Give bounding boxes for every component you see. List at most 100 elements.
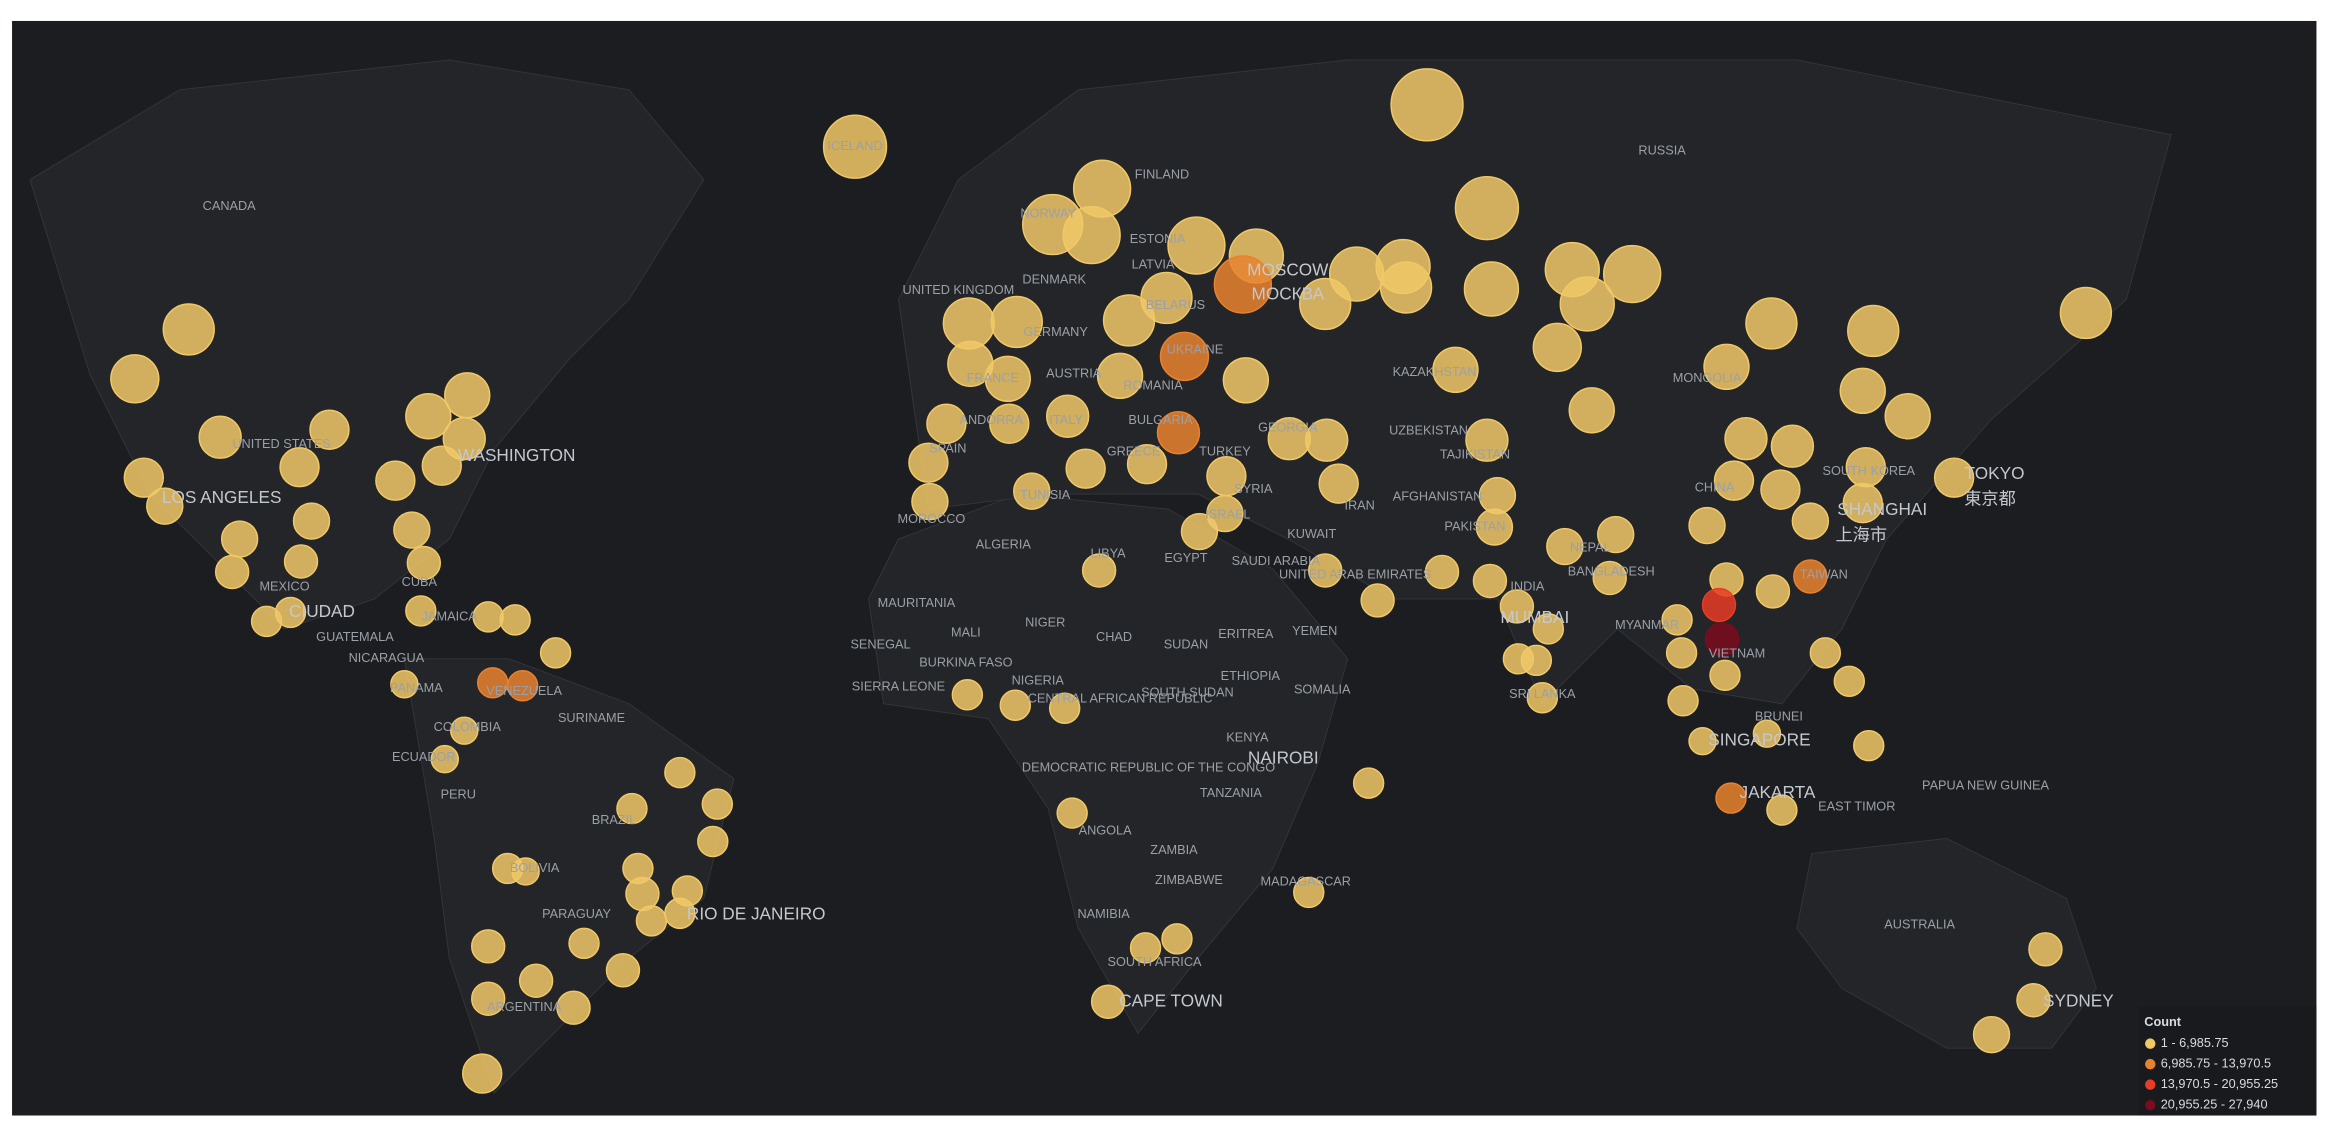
place-label: PARAGUAY — [542, 906, 611, 921]
bubble — [1526, 682, 1559, 714]
bubble — [198, 415, 242, 459]
place-label: ECUADOR — [392, 749, 456, 764]
bubble — [990, 295, 1043, 349]
bubble — [444, 372, 491, 419]
bubble — [1432, 346, 1479, 394]
bubble — [1167, 216, 1226, 275]
bubble — [664, 756, 696, 789]
place-label: INDIA — [1510, 578, 1544, 593]
bubble — [1454, 175, 1520, 241]
bubble — [390, 670, 419, 699]
place-label: IRAN — [1344, 497, 1374, 512]
bubble — [1847, 304, 1900, 358]
labels: CANADA RUSSIA ICELAND FINLAND NORWAY ESTONIA L… — [162, 138, 2114, 1014]
bubble — [1703, 343, 1750, 391]
bubble — [1592, 560, 1627, 596]
place-label: ISRAEL — [1205, 506, 1250, 521]
place-label: ERITREA — [1218, 626, 1274, 641]
legend-title: Count — [2144, 1014, 2181, 1029]
bubble — [1667, 685, 1699, 717]
place-label: SENEGAL — [850, 637, 910, 652]
place-label: SOUTH SUDAN — [1141, 685, 1234, 700]
bubble — [1760, 469, 1801, 510]
bubble — [1465, 418, 1509, 462]
place-label: NICARAGUA — [349, 650, 425, 665]
place-label: TUNISIA — [1020, 487, 1071, 502]
place-label: CAPE TOWN — [1119, 990, 1223, 1010]
bubble — [405, 393, 452, 440]
legend-swatch — [2145, 1079, 2156, 1090]
place-label: KUWAIT — [1287, 526, 1336, 541]
place-label: PAPUA NEW GUINEA — [1922, 777, 2049, 792]
place-label: LOS ANGELES — [162, 487, 282, 507]
place-label: SOMALIA — [1294, 682, 1351, 697]
bubble — [1463, 261, 1520, 317]
place-label: SRI LANKA — [1509, 686, 1576, 701]
bubble — [1602, 244, 1662, 304]
bubble — [999, 689, 1031, 721]
bubble — [1568, 387, 1615, 434]
bubble — [1688, 506, 1726, 545]
place-label: JAMAICA — [422, 608, 478, 623]
place-label: VENEZUELA — [486, 683, 562, 698]
bubble — [1222, 357, 1270, 404]
place-label: BANGLADESH — [1568, 563, 1655, 578]
bubble — [1842, 482, 1883, 524]
place-label: MADAGASCAR — [1261, 873, 1351, 888]
place-label: UNITED STATES — [232, 436, 330, 451]
bubble — [1056, 797, 1088, 829]
place-label: GERMANY — [1024, 324, 1089, 339]
bubble — [1532, 322, 1583, 373]
bubble — [472, 601, 504, 633]
bubble — [568, 927, 600, 960]
bubble — [1307, 553, 1343, 588]
bubble — [1704, 622, 1740, 657]
place-label: CUBA — [402, 574, 438, 589]
legend-swatch — [2145, 1058, 2156, 1070]
bubble — [442, 417, 486, 461]
place-label: TURKEY — [1199, 444, 1251, 459]
bubble — [984, 355, 1031, 403]
place-label: SIERRA LEONE — [852, 679, 945, 694]
place-label: EAST TIMOR — [1818, 798, 1895, 813]
place-label: BURKINA FASO — [919, 655, 1012, 670]
bubble — [1065, 448, 1106, 489]
bubble — [405, 595, 437, 627]
place-label: TANZANIA — [1200, 785, 1262, 800]
bubble — [926, 403, 967, 444]
place-label: LIBYA — [1091, 545, 1127, 560]
place-label: MYANMAR — [1615, 617, 1679, 632]
place-label: WASHINGTON — [458, 445, 576, 465]
bubble — [1102, 294, 1156, 347]
bubble — [1299, 277, 1352, 331]
place-label: SPAIN — [929, 441, 966, 456]
place-label: CHINA — [1695, 479, 1735, 494]
bubble — [539, 637, 572, 669]
bubble — [162, 303, 215, 356]
place-label: ICELAND — [827, 138, 882, 153]
bubble — [406, 545, 442, 581]
bubble — [989, 403, 1030, 444]
bubble — [1701, 587, 1737, 623]
place-label: FINLAND — [1135, 167, 1189, 182]
bubble — [1293, 876, 1325, 909]
place-label: BRUNEI — [1755, 709, 1803, 724]
place-label: 東京都 — [1964, 489, 2016, 509]
place-label: UNITED KINGDOM — [903, 282, 1015, 297]
bubble — [1853, 729, 1885, 762]
place-label: CENTRAL AFRICAN REPUBLIC — [1028, 691, 1213, 706]
bubble — [822, 114, 888, 179]
bubble — [292, 502, 331, 540]
bubble — [1665, 637, 1698, 669]
bubble — [2028, 932, 2063, 967]
legend: Count 1 - 6,985.75 6,985.75 - 13,970.5 13,… — [2138, 1006, 2317, 1116]
place-label: UKRAINE — [1167, 342, 1224, 357]
bubble — [1546, 527, 1584, 566]
bubble — [697, 825, 729, 858]
bubble — [1213, 255, 1273, 314]
place-label: LATVIA — [1132, 256, 1175, 271]
place-label: NAMIBIA — [1077, 906, 1130, 921]
bubble — [220, 520, 259, 558]
bubble — [1424, 554, 1460, 590]
